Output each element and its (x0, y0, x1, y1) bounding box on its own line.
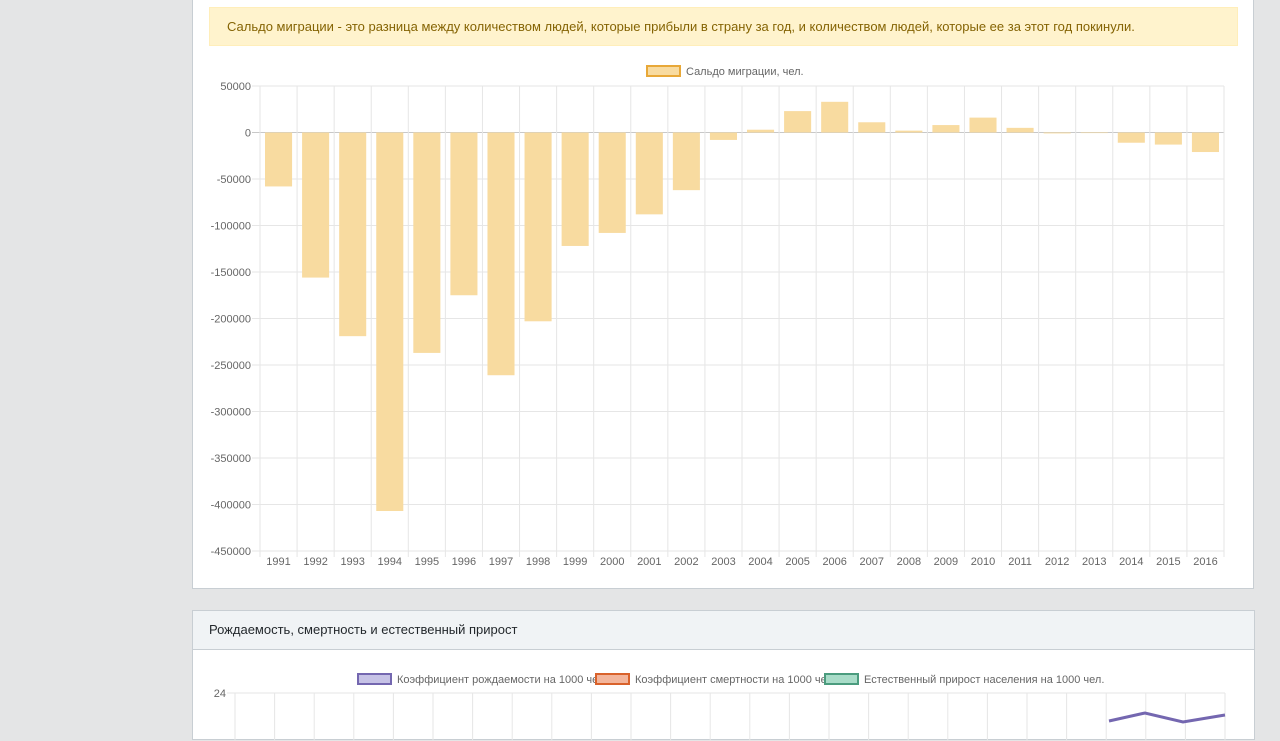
x-tick-label: 1999 (563, 556, 587, 568)
bar (487, 132, 515, 376)
legend-label: Сальдо миграции, чел. (686, 66, 804, 78)
x-tick-label: 2007 (860, 556, 884, 568)
bar (413, 132, 441, 353)
x-tick-label: 1993 (340, 556, 364, 568)
bar (1154, 132, 1182, 145)
x-tick-label: 2009 (934, 556, 958, 568)
y-tick-label: 0 (245, 128, 251, 140)
bar (895, 130, 923, 133)
y-tick-label: 50000 (220, 81, 251, 93)
chart-legend: Сальдо миграции, чел. (646, 65, 804, 78)
x-tick-label: 2000 (600, 556, 624, 568)
x-tick-label: 2003 (711, 556, 735, 568)
births-deaths-chart: Коэффициент рождаемости на 1000 чел. Коэф… (214, 673, 1226, 741)
legend-label: Коэффициент рождаемости на 1000 чел. (397, 674, 607, 686)
x-tick-label: 1997 (489, 556, 513, 568)
bar (1117, 132, 1145, 143)
x-tick-label: 2010 (971, 556, 995, 568)
x-tick-label: 2005 (785, 556, 809, 568)
x-tick-label: 1991 (266, 556, 290, 568)
legend-swatch (646, 65, 681, 77)
x-tick-label: 2016 (1193, 556, 1217, 568)
legend-swatch (595, 673, 630, 685)
bar (747, 129, 775, 133)
y-tick-label: -400000 (211, 500, 251, 512)
bar (858, 122, 886, 133)
bar (969, 117, 997, 133)
bar (709, 132, 737, 140)
bar (672, 132, 700, 191)
x-tick-label: 2013 (1082, 556, 1106, 568)
y-tick-label: 24 (214, 688, 226, 700)
bar (932, 125, 960, 133)
legend-swatch (824, 673, 859, 685)
y-tick-label: -150000 (211, 267, 251, 279)
x-tick-label: 1998 (526, 556, 550, 568)
x-tick-label: 2015 (1156, 556, 1180, 568)
bar (376, 132, 404, 512)
bar (1191, 132, 1219, 153)
y-tick-label: -100000 (211, 221, 251, 233)
bar (339, 132, 367, 337)
x-tick-label: 2012 (1045, 556, 1069, 568)
x-tick-label: 2006 (822, 556, 846, 568)
birth-rate-line (1108, 711, 1226, 724)
y-tick-label: -50000 (217, 174, 251, 186)
bar (598, 132, 626, 233)
migration-card: Сальдо миграции - это разница между коли… (192, 0, 1254, 589)
card-title: Рождаемость, смертность и естественный п… (193, 611, 1254, 650)
y-tick-label: -350000 (211, 453, 251, 465)
x-tick-label: 2008 (897, 556, 921, 568)
x-tick-label: 1992 (303, 556, 327, 568)
bar (524, 132, 552, 322)
births-deaths-card: Рождаемость, смертность и естественный п… (192, 610, 1255, 741)
x-tick-label: 1996 (452, 556, 476, 568)
migration-info-alert: Сальдо миграции - это разница между коли… (209, 7, 1238, 46)
bar (1043, 132, 1071, 134)
y-tick-label: -250000 (211, 360, 251, 372)
x-tick-label: 2011 (1008, 556, 1032, 568)
bar (821, 101, 849, 133)
legend-label: Коэффициент смертности на 1000 чел. (635, 674, 836, 686)
x-tick-label: 2002 (674, 556, 698, 568)
bar (450, 132, 478, 296)
bar (784, 111, 812, 133)
bar (302, 132, 330, 278)
x-tick-label: 2001 (637, 556, 661, 568)
chart-legend: Коэффициент рождаемости на 1000 чел. Коэф… (357, 673, 1104, 686)
migration-balance-chart: 50000 0 -50000 -100000 -150000 -200000 -250000… (211, 65, 1225, 568)
x-tick-label: 1994 (378, 556, 402, 568)
bar (1080, 132, 1108, 134)
x-tick-label: 2004 (748, 556, 772, 568)
legend-swatch (357, 673, 392, 685)
y-tick-label: -450000 (211, 546, 251, 558)
bar (265, 132, 293, 187)
bar (635, 132, 663, 215)
bar (1006, 127, 1034, 133)
y-tick-label: -200000 (211, 314, 251, 326)
bar (561, 132, 589, 246)
y-tick-label: -300000 (211, 407, 251, 419)
legend-label: Естественный прирост населения на 1000 ч… (864, 674, 1104, 686)
x-tick-label: 1995 (415, 556, 439, 568)
x-tick-label: 2014 (1119, 556, 1143, 568)
